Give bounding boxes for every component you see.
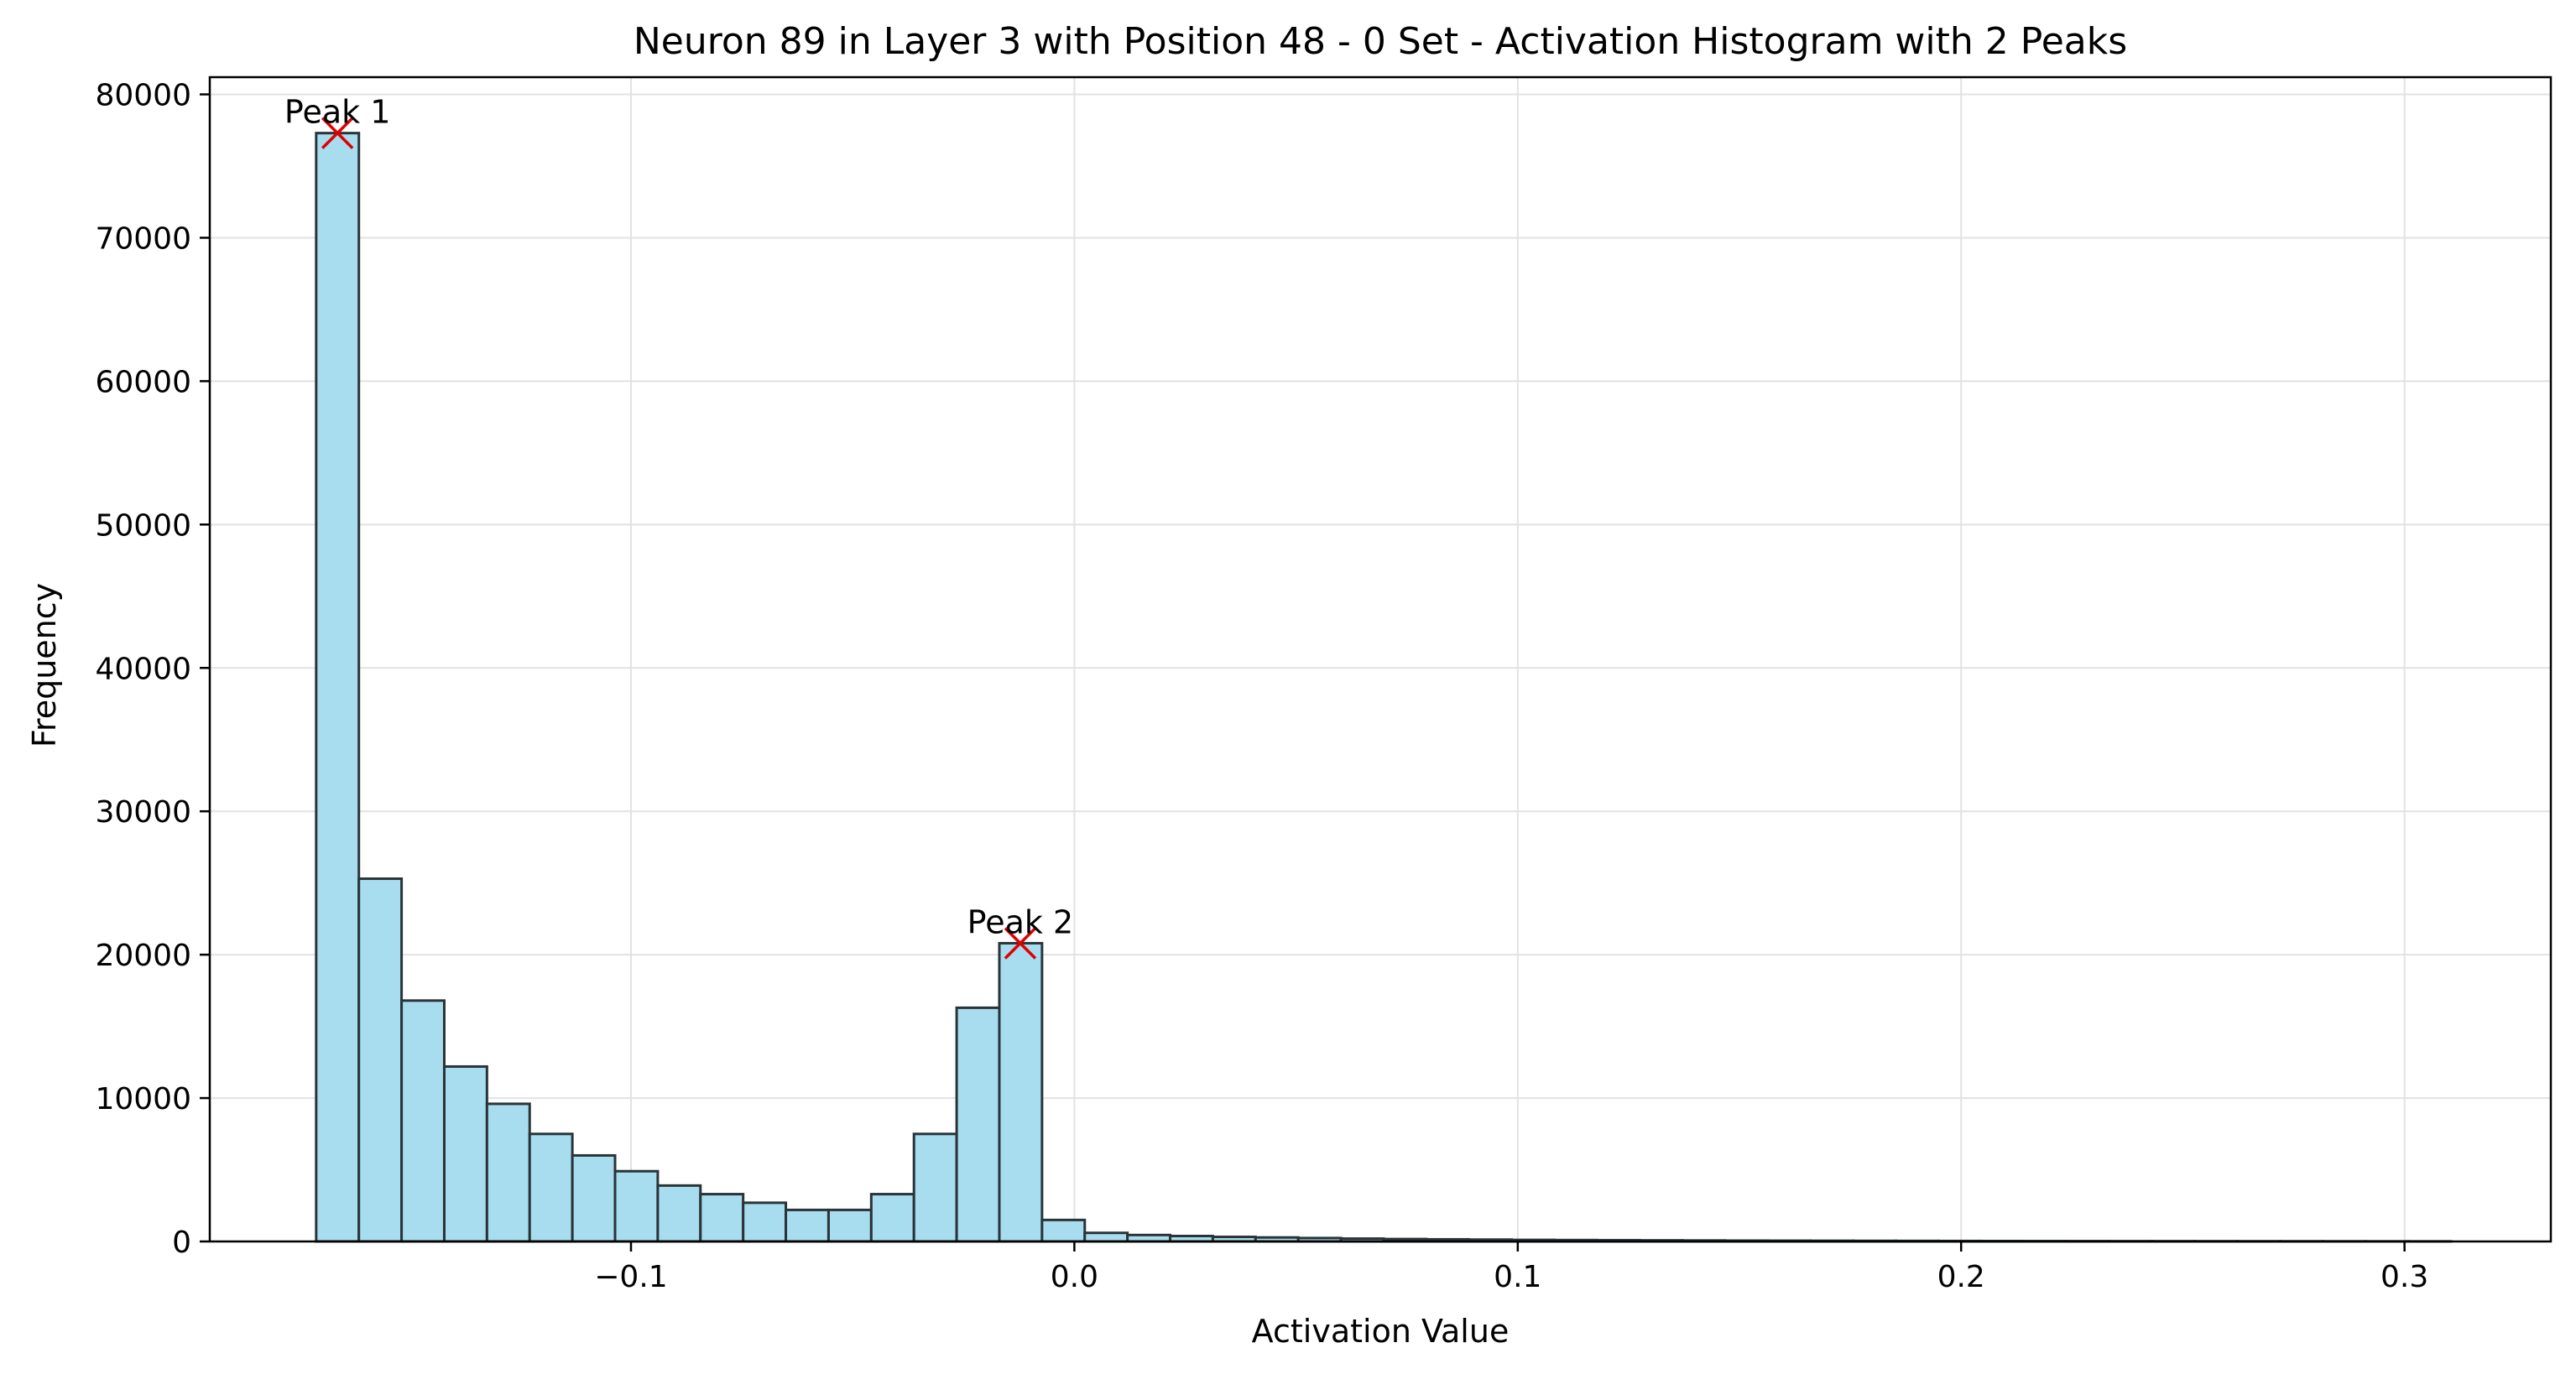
- histogram-bar: [613, 1169, 660, 1243]
- y-tick-label: 60000: [95, 365, 191, 399]
- peak-markers: Peak 1 Peak 2: [284, 94, 1074, 960]
- y-tick-label: 40000: [95, 652, 191, 686]
- x-axis-ticks: −0.1 0.0 0.1 0.2 0.3: [594, 1241, 2428, 1294]
- histogram-bar: [315, 132, 361, 1243]
- x-tick-label: 0.1: [1494, 1260, 1541, 1294]
- histogram-bar: [699, 1193, 745, 1243]
- histogram-bar: [742, 1201, 788, 1243]
- histogram-bar: [442, 1064, 488, 1243]
- histogram-bar: [1040, 1218, 1087, 1243]
- y-tick-label: 0: [172, 1226, 191, 1260]
- peak-marker-icon: [321, 117, 354, 149]
- x-tick-label: 0.0: [1051, 1260, 1098, 1294]
- histogram-bar: [400, 999, 446, 1243]
- plot-area-frame: [208, 75, 2553, 1243]
- y-tick-label: 30000: [95, 795, 191, 830]
- x-axis-label: Activation Value: [1252, 1313, 1510, 1350]
- y-axis-ticks: 0 10000 20000 30000 40000 50000 60000 70000 8000…: [95, 79, 210, 1260]
- y-tick-label: 20000: [95, 939, 191, 973]
- y-tick-label: 80000: [95, 79, 191, 113]
- histogram-bar: [998, 941, 1044, 1243]
- y-tick-label: 10000: [95, 1082, 191, 1116]
- histogram-bar: [357, 877, 404, 1243]
- y-tick-label: 70000: [95, 221, 191, 256]
- peak-label: Peak 1: [284, 94, 391, 131]
- histogram-bar: [1083, 1231, 1129, 1243]
- histogram-bar: [912, 1132, 958, 1243]
- grid-lines: [210, 77, 2551, 1242]
- histogram-bar: [955, 1006, 1001, 1243]
- histogram-bar: [785, 1208, 830, 1243]
- chart-title: Neuron 89 in Layer 3 with Position 48 - …: [634, 20, 2127, 63]
- x-tick-label: 0.2: [1937, 1260, 1985, 1294]
- histogram-bar: [485, 1102, 531, 1243]
- y-axis-label: Frequency: [26, 583, 63, 747]
- y-tick-label: 50000: [95, 508, 191, 543]
- peak-marker-icon: [1004, 927, 1037, 960]
- x-tick-label: −0.1: [594, 1260, 667, 1294]
- histogram-bar: [656, 1184, 702, 1243]
- peak-label: Peak 2: [967, 903, 1074, 940]
- histogram-bar: [528, 1132, 574, 1243]
- histogram-bar: [827, 1208, 873, 1243]
- x-tick-label: 0.3: [2380, 1260, 2428, 1294]
- histogram-bar: [571, 1153, 617, 1243]
- histogram-bar: [869, 1193, 915, 1243]
